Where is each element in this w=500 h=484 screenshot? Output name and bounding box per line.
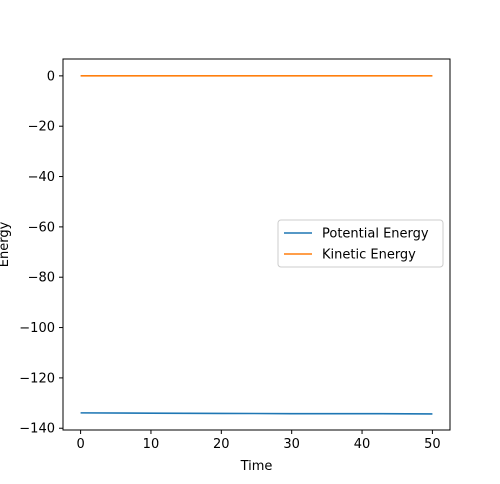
legend-label: Potential Energy [322,227,429,242]
y-axis-label: Energy [0,221,12,267]
series-line-potential-energy [80,412,433,415]
y-tick-label: −100 [19,321,55,336]
y-tick-label: −20 [28,120,55,135]
legend-label: Kinetic Energy [322,248,416,263]
y-tick-label: −60 [28,220,55,235]
y-tick-label: −140 [19,422,55,437]
y-tick-label: −40 [28,170,55,185]
y-axis-ticks: 0 −20 −40 −60 −80 −100 −120 −140 [19,69,63,437]
legend-box [277,219,444,268]
x-tick-label: 40 [354,437,371,452]
x-axis-ticks: 0 10 20 30 40 50 [76,430,441,452]
series-layer [80,75,433,415]
y-tick-label: −80 [28,271,55,286]
x-tick-label: 20 [213,437,230,452]
x-tick-label: 50 [424,437,441,452]
x-tick-label: 30 [283,437,300,452]
y-tick-label: −120 [19,371,55,386]
x-axis-label: Time [240,459,273,474]
x-tick-label: 10 [143,437,160,452]
y-tick-label: 0 [47,69,55,84]
legend: Potential Energy Kinetic Energy [277,219,444,268]
plot-frame [62,58,451,431]
x-tick-label: 0 [76,437,84,452]
